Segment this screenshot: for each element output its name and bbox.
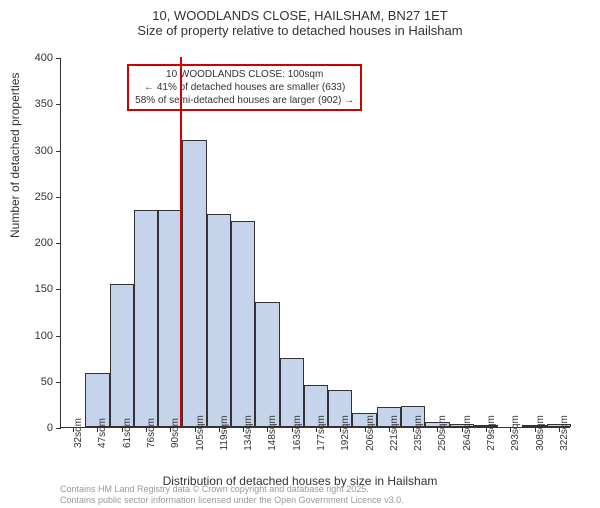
x-tick-label: 148sqm bbox=[267, 415, 278, 451]
histogram-bar bbox=[134, 210, 158, 427]
x-tick-label: 47sqm bbox=[97, 418, 108, 448]
y-tick-label: 200 bbox=[35, 237, 53, 249]
x-tick-label: 308sqm bbox=[535, 415, 546, 451]
x-tick-label: 221sqm bbox=[389, 415, 400, 451]
histogram-bar bbox=[207, 214, 231, 427]
x-tick-label: 61sqm bbox=[122, 418, 133, 448]
y-tick bbox=[56, 289, 61, 290]
y-tick bbox=[56, 336, 61, 337]
x-tick-label: 279sqm bbox=[486, 415, 497, 451]
y-tick bbox=[56, 151, 61, 152]
histogram-bar bbox=[110, 284, 134, 427]
x-tick-label: 293sqm bbox=[510, 415, 521, 451]
histogram-bar bbox=[255, 302, 279, 427]
footer: Contains HM Land Registry data © Crown c… bbox=[60, 484, 404, 506]
x-tick-label: 134sqm bbox=[243, 415, 254, 451]
x-tick-label: 76sqm bbox=[146, 418, 157, 448]
property-marker-line bbox=[180, 57, 182, 427]
title-line1: 10, WOODLANDS CLOSE, HAILSHAM, BN27 1ET bbox=[0, 8, 600, 23]
annotation-line2: ← 41% of detached houses are smaller (63… bbox=[135, 81, 354, 94]
chart-container: 10, WOODLANDS CLOSE, HAILSHAM, BN27 1ET … bbox=[0, 8, 600, 508]
y-axis-label: Number of detached properties bbox=[8, 73, 22, 238]
x-tick-label: 105sqm bbox=[195, 415, 206, 451]
x-tick-label: 32sqm bbox=[73, 418, 84, 448]
x-tick-label: 163sqm bbox=[292, 415, 303, 451]
footer-line1: Contains HM Land Registry data © Crown c… bbox=[60, 484, 404, 495]
x-tick-label: 206sqm bbox=[365, 415, 376, 451]
y-tick bbox=[56, 58, 61, 59]
plot-area: 10 WOODLANDS CLOSE: 100sqm ← 41% of deta… bbox=[60, 58, 570, 428]
histogram-bar bbox=[182, 140, 206, 427]
histogram-bar bbox=[231, 221, 255, 427]
x-tick-label: 192sqm bbox=[340, 415, 351, 451]
x-tick-label: 177sqm bbox=[316, 415, 327, 451]
x-tick-label: 119sqm bbox=[219, 416, 230, 451]
y-tick bbox=[56, 382, 61, 383]
y-tick-label: 350 bbox=[35, 98, 53, 110]
y-tick bbox=[56, 104, 61, 105]
y-tick bbox=[56, 243, 61, 244]
annotation-box: 10 WOODLANDS CLOSE: 100sqm ← 41% of deta… bbox=[127, 64, 362, 111]
x-tick-label: 250sqm bbox=[437, 415, 448, 451]
annotation-line1: 10 WOODLANDS CLOSE: 100sqm bbox=[135, 68, 354, 81]
y-tick-label: 0 bbox=[47, 422, 53, 434]
x-tick-label: 322sqm bbox=[559, 415, 570, 451]
annotation-line3: 58% of semi-detached houses are larger (… bbox=[135, 94, 354, 107]
y-tick bbox=[56, 197, 61, 198]
y-tick-label: 50 bbox=[41, 376, 53, 388]
y-tick-label: 150 bbox=[35, 283, 53, 295]
x-tick-label: 264sqm bbox=[462, 415, 473, 451]
title-block: 10, WOODLANDS CLOSE, HAILSHAM, BN27 1ET … bbox=[0, 8, 600, 38]
y-tick bbox=[56, 428, 61, 429]
y-tick-label: 300 bbox=[35, 145, 53, 157]
footer-line2: Contains public sector information licen… bbox=[60, 495, 404, 506]
y-tick-label: 400 bbox=[35, 52, 53, 64]
histogram-bar bbox=[158, 210, 182, 427]
y-tick-label: 100 bbox=[35, 330, 53, 342]
x-tick-label: 235sqm bbox=[413, 415, 424, 451]
y-tick-label: 250 bbox=[35, 191, 53, 203]
title-line2: Size of property relative to detached ho… bbox=[0, 23, 600, 38]
